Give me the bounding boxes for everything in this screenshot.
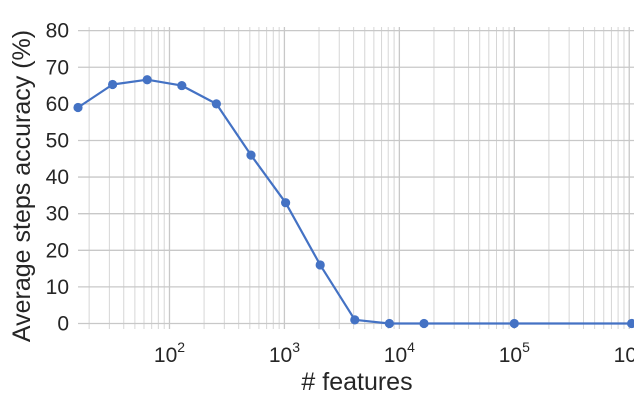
x-tick-label: 105 — [499, 339, 530, 367]
data-point — [509, 318, 519, 329]
series-layer — [73, 75, 634, 329]
data-point — [73, 102, 83, 113]
data-point — [315, 260, 325, 270]
y-tick-label: 80 — [46, 20, 69, 43]
data-point — [350, 315, 360, 325]
y-tick-label: 30 — [46, 203, 69, 226]
data-point — [384, 318, 395, 329]
data-point — [246, 150, 256, 160]
data-point — [142, 75, 152, 85]
data-point — [211, 99, 222, 109]
tick-labels: 0 10 20 30 40 50 60 70 80 102 103 104 105 106 — [46, 20, 634, 367]
x-tick-label: 103 — [269, 339, 300, 367]
x-axis-title: # features — [301, 368, 412, 396]
data-point — [419, 318, 429, 329]
data-point — [627, 318, 634, 329]
y-tick-label: 70 — [46, 56, 69, 79]
data-point — [108, 79, 118, 90]
y-tick-label: 60 — [46, 93, 69, 116]
y-tick-label: 0 — [57, 313, 69, 336]
grid — [78, 27, 634, 329]
data-point — [281, 198, 291, 208]
y-tick-label: 10 — [46, 276, 69, 299]
x-tick-label: 104 — [384, 339, 415, 367]
x-tick-label: 102 — [154, 339, 185, 367]
y-tick-label: 40 — [46, 166, 69, 189]
x-tick-label: 106 — [614, 339, 634, 367]
y-axis-title: Average steps accuracy (%) — [8, 30, 36, 342]
y-tick-label: 50 — [46, 129, 69, 152]
data-point — [177, 80, 187, 91]
y-tick-label: 20 — [46, 239, 69, 262]
